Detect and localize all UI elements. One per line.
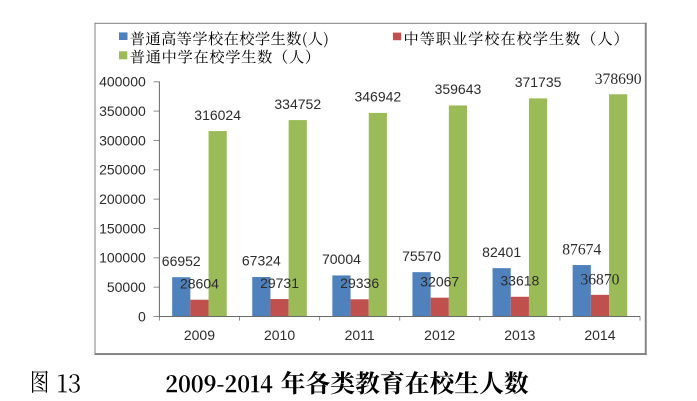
svg-text:32067: 32067	[420, 273, 459, 289]
svg-text:346942: 346942	[354, 89, 401, 105]
svg-text:2012: 2012	[424, 327, 455, 343]
svg-text:2013: 2013	[504, 327, 535, 343]
svg-text:29336: 29336	[340, 275, 379, 291]
svg-text:2010: 2010	[264, 327, 295, 343]
svg-text:371735: 371735	[515, 74, 562, 90]
svg-text:75570: 75570	[402, 248, 441, 264]
svg-text:334752: 334752	[274, 96, 321, 112]
svg-text:0: 0	[138, 308, 146, 324]
svg-text:378690: 378690	[595, 71, 642, 88]
svg-text:100000: 100000	[99, 250, 146, 266]
svg-text:250000: 250000	[99, 162, 146, 178]
svg-text:36870: 36870	[580, 271, 619, 288]
svg-text:2011: 2011	[345, 327, 375, 343]
svg-text:66952: 66952	[162, 253, 201, 269]
svg-text:67324: 67324	[242, 253, 281, 269]
svg-text:2009: 2009	[184, 327, 215, 343]
svg-text:70004: 70004	[322, 251, 361, 267]
svg-text:50000: 50000	[107, 279, 146, 295]
svg-text:400000: 400000	[99, 74, 146, 90]
svg-text:33618: 33618	[500, 272, 539, 288]
svg-text:82401: 82401	[482, 244, 521, 260]
svg-text:87674: 87674	[562, 242, 601, 259]
svg-text:316024: 316024	[194, 107, 241, 123]
svg-text:2014: 2014	[584, 327, 615, 343]
svg-text:28604: 28604	[180, 275, 219, 291]
svg-text:200000: 200000	[99, 191, 146, 207]
svg-text:300000: 300000	[99, 132, 146, 148]
svg-text:350000: 350000	[99, 103, 146, 119]
svg-text:359643: 359643	[435, 81, 482, 97]
svg-text:29731: 29731	[260, 275, 299, 291]
svg-text:150000: 150000	[99, 220, 146, 236]
